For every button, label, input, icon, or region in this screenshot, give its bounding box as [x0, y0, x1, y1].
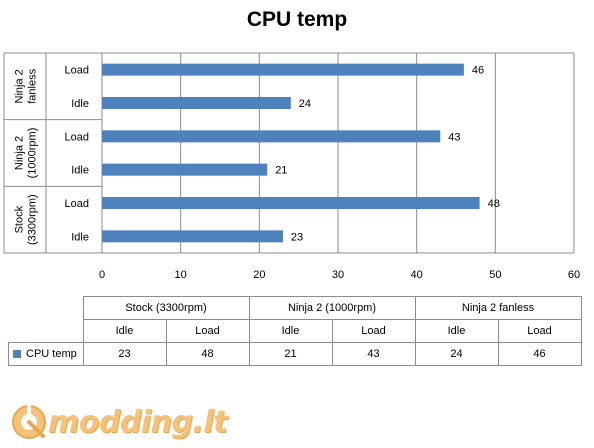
bar [102, 97, 291, 109]
x-tick-label: 10 [175, 269, 187, 281]
wrench-logo-icon [12, 405, 46, 439]
data-label: 48 [488, 198, 500, 210]
table-group-header: Ninja 2 (1000rpm) [248, 296, 416, 320]
x-tick-label: 40 [411, 269, 423, 281]
logo: modding.lt [10, 402, 227, 442]
group-label: Ninja 2 [14, 136, 26, 170]
table-subheader: Idle [248, 319, 333, 343]
chart-title: CPU temp [246, 8, 348, 31]
category-label: Load [65, 198, 89, 210]
category-label: Idle [71, 165, 89, 177]
table-cell: 21 [248, 342, 333, 366]
group-label: Stock [14, 205, 26, 233]
bar [102, 197, 480, 209]
bar [102, 230, 283, 243]
category-label: Idle [71, 231, 89, 243]
data-label: 46 [472, 65, 484, 77]
table-subheader: Idle [82, 319, 167, 343]
group-label: Ninja 2 [14, 69, 26, 103]
table-subheader: Idle [414, 319, 499, 343]
table-group-header: Ninja 2 fanless [414, 296, 582, 320]
bar [102, 163, 268, 176]
table-subheader: Load [165, 319, 250, 343]
data-label: 23 [291, 231, 303, 243]
bar [102, 130, 441, 143]
table-subheader: Load [331, 319, 416, 343]
x-tick-label: 0 [99, 269, 105, 281]
bar-chart: 0 10 20 30 40 50 60 46 Load 24 Idle 43 Load 21 Idle 48 L… [3, 52, 580, 281]
group-label: fanless [27, 68, 39, 103]
group-label: (3300rpm) [27, 194, 39, 245]
table-cell: 24 [414, 342, 499, 366]
category-label: Load [65, 65, 89, 77]
table-cell: 48 [165, 342, 250, 366]
table-subheader: Load [497, 319, 582, 343]
x-tick-label: 30 [332, 269, 344, 281]
data-table: Stock (3300rpm) Ninja 2 (1000rpm) Ninja … [8, 296, 582, 366]
group-label: (1000rpm) [27, 128, 39, 179]
table-cell: 43 [331, 342, 416, 366]
category-label: Load [65, 131, 89, 143]
x-tick-label: 50 [489, 269, 501, 281]
data-label: 24 [299, 98, 311, 110]
series-name: CPU temp [26, 348, 77, 360]
category-label: Idle [71, 98, 89, 110]
table-cell: 23 [82, 342, 167, 366]
x-tick-label: 60 [568, 269, 580, 281]
data-label: 21 [275, 165, 287, 177]
table-group-header: Stock (3300rpm) [82, 296, 250, 320]
bar [102, 63, 464, 76]
table-cell: 46 [497, 342, 582, 366]
legend-key [13, 350, 21, 358]
data-label: 43 [448, 131, 460, 143]
logo-text: modding.lt [48, 404, 227, 440]
table-series-label: CPU temp [8, 342, 84, 366]
x-tick-label: 20 [253, 269, 265, 281]
